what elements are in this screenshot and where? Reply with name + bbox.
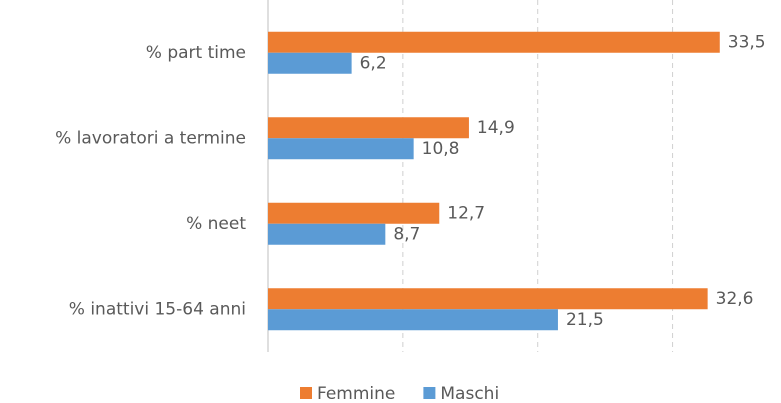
category-label: % inattivi 15-64 anni — [69, 299, 246, 319]
bar — [268, 223, 386, 245]
bar — [268, 309, 558, 331]
bar — [268, 202, 440, 224]
bar — [268, 288, 708, 310]
bar — [268, 31, 720, 53]
category-label: % part time — [146, 43, 246, 63]
data-label: 8,7 — [393, 224, 420, 244]
legend-swatch — [300, 387, 312, 399]
legend-label: Femmine — [317, 384, 395, 403]
legend-swatch — [423, 387, 436, 399]
data-label: 14,9 — [477, 118, 515, 138]
bar — [268, 117, 469, 139]
data-label: 10,8 — [422, 139, 460, 159]
category-label: % lavoratori a termine — [55, 128, 246, 148]
legend-label: Maschi — [440, 384, 499, 403]
data-label: 32,6 — [716, 289, 754, 309]
bar — [268, 138, 414, 160]
data-label: 12,7 — [447, 203, 485, 223]
category-label: % neet — [186, 214, 246, 234]
bar — [268, 52, 352, 74]
data-label: 33,5 — [728, 32, 766, 52]
data-label: 21,5 — [566, 310, 604, 330]
data-label: 6,2 — [360, 53, 387, 73]
